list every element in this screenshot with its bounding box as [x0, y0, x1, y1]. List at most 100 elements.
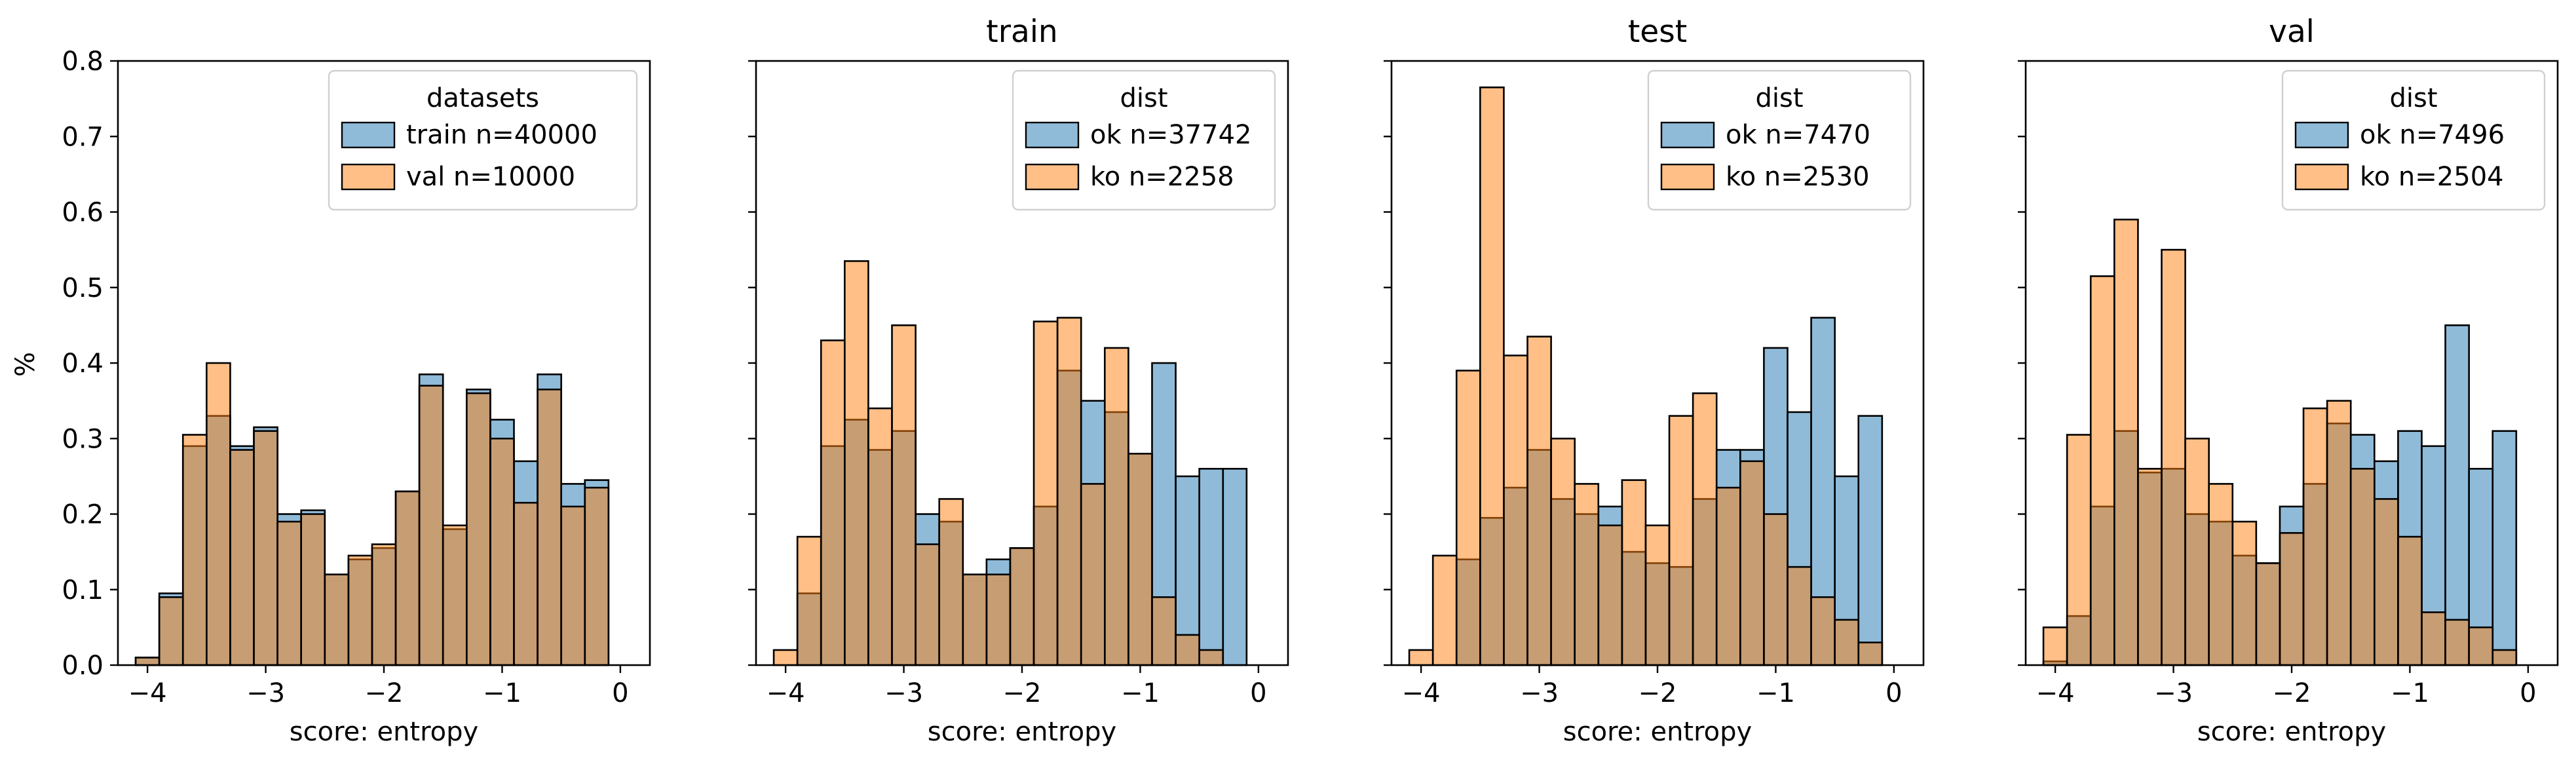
histogram-bar: [2374, 498, 2399, 666]
legend: dist ok n=7496 ko n=2504: [2281, 69, 2546, 211]
histogram-bar: [253, 430, 278, 666]
histogram-bar: [1597, 524, 1623, 666]
histogram-bar: [2255, 562, 2281, 666]
histogram-bar: [276, 520, 302, 666]
histogram-bar: [772, 649, 799, 666]
histogram-bar: [938, 498, 964, 666]
histogram-bar: [229, 449, 255, 666]
subplot-title: train: [986, 14, 1057, 50]
x-axis-label: score: entropy: [1563, 717, 1752, 747]
legend-entry-label: ok n=7496: [2360, 120, 2505, 150]
x-tick-label: −4: [128, 678, 167, 708]
x-tick-label: −3: [884, 678, 923, 708]
subplots: −4 −3 −2 −1 0 0.0 0.1 0.2 0.3 0.4 0.5 0.6 0.7 0.8 scor…: [62, 14, 2559, 747]
x-axis-label: score: entropy: [2197, 717, 2386, 747]
y-tick-label: 0.5: [62, 273, 104, 303]
histogram-bar: [1668, 415, 1694, 666]
x-tick-label: 0: [1250, 678, 1266, 708]
histogram-bar: [2208, 483, 2234, 666]
subplot-title: val: [2269, 14, 2315, 50]
histogram-bar: [2491, 430, 2518, 666]
histogram-bar: [324, 573, 350, 666]
x-axis-label: score: entropy: [290, 717, 478, 747]
histogram-bar: [418, 385, 444, 666]
histogram-bar: [796, 535, 822, 666]
histogram-bar: [1431, 554, 1458, 666]
histogram-bar: [1455, 370, 1481, 666]
legend-title: dist: [1120, 83, 1167, 113]
legend-entry-label: ok n=7470: [1726, 120, 1870, 150]
histogram-bar: [1621, 479, 1647, 666]
histogram-bar: [2066, 434, 2092, 666]
histogram-bar: [347, 554, 373, 666]
x-tick-label: −2: [1638, 678, 1677, 708]
histogram-bar: [2491, 649, 2518, 666]
y-tick-label: 0.4: [62, 349, 104, 379]
histogram-bar: [1104, 347, 1129, 666]
histogram-bar: [1222, 468, 1248, 666]
histogram-bar: [2279, 532, 2305, 666]
histogram-bar: [560, 505, 586, 666]
legend-title: dist: [1755, 83, 1803, 113]
histogram-bar: [371, 543, 397, 666]
legend-entry-label: val n=10000: [406, 162, 575, 192]
histogram-bar: [2397, 535, 2423, 666]
histogram-bar: [394, 490, 421, 666]
x-tick-label: −2: [365, 678, 404, 708]
legend-entry-label: ko n=2530: [1726, 162, 1870, 192]
histogram-bar: [1032, 320, 1059, 666]
histogram-bar: [1198, 468, 1224, 666]
subplot-2: −4 −3 −2 −1 0 score: entropy train dist ok n=377…: [748, 14, 1289, 747]
histogram-bar: [2444, 324, 2470, 666]
histogram-bar: [1763, 513, 1789, 666]
legend: dist ok n=37742 ko n=2258: [1012, 69, 1276, 211]
y-tick-label: 0.1: [62, 575, 104, 605]
histogram-bar: [1009, 547, 1035, 666]
series-orange: [1408, 86, 1884, 666]
histogram-bar: [537, 389, 562, 666]
histogram-bar: [2042, 626, 2068, 666]
y-tick-label: 0.8: [62, 47, 104, 77]
x-tick-label: 0: [612, 678, 628, 708]
x-tick-label: 0: [1885, 678, 1902, 708]
legend-entry-label: ko n=2504: [2360, 162, 2504, 192]
histogram-bar: [466, 392, 491, 666]
histogram-bar: [1692, 392, 1718, 666]
histogram-bar: [1198, 649, 1224, 666]
histogram-bar: [489, 437, 515, 666]
y-tick-label: 0.0: [62, 651, 104, 681]
histogram-bar: [1644, 524, 1671, 666]
histogram-bar: [1550, 437, 1576, 666]
x-axis-label: score: entropy: [928, 717, 1116, 747]
histogram-bar: [891, 324, 917, 666]
legend-entry-label: ok n=37742: [1090, 120, 1251, 150]
histogram-bar: [2326, 400, 2352, 666]
legend-swatch-orange: [1025, 163, 1080, 191]
legend-title: dist: [2389, 83, 2437, 113]
x-tick-label: −4: [767, 678, 805, 708]
x-tick-label: −4: [1402, 678, 1441, 708]
subplot-title: test: [1628, 14, 1687, 50]
histogram-bar: [584, 486, 610, 666]
x-tick-label: −3: [2154, 678, 2193, 708]
histogram-bar: [1526, 336, 1552, 666]
histogram-bar: [134, 657, 161, 666]
histogram-bar: [442, 524, 468, 666]
histogram-bar: [181, 434, 208, 666]
histogram-bar: [2089, 275, 2115, 666]
legend-swatch-orange: [2294, 163, 2349, 191]
histogram-bar: [1715, 486, 1741, 666]
x-tick-label: −2: [1003, 678, 1042, 708]
histogram-bar: [2349, 468, 2376, 666]
y-tick-label: 0.7: [62, 122, 104, 152]
x-tick-label: −4: [2036, 678, 2075, 708]
legend-swatch-blue: [1025, 121, 1080, 149]
histogram-bar: [206, 362, 231, 666]
histogram-bar: [2137, 468, 2163, 666]
histogram-bar: [300, 513, 326, 666]
legend-title: datasets: [426, 83, 539, 113]
legend-box: [328, 69, 638, 211]
histogram-bar: [844, 260, 869, 666]
histogram-bar: [2444, 619, 2470, 666]
